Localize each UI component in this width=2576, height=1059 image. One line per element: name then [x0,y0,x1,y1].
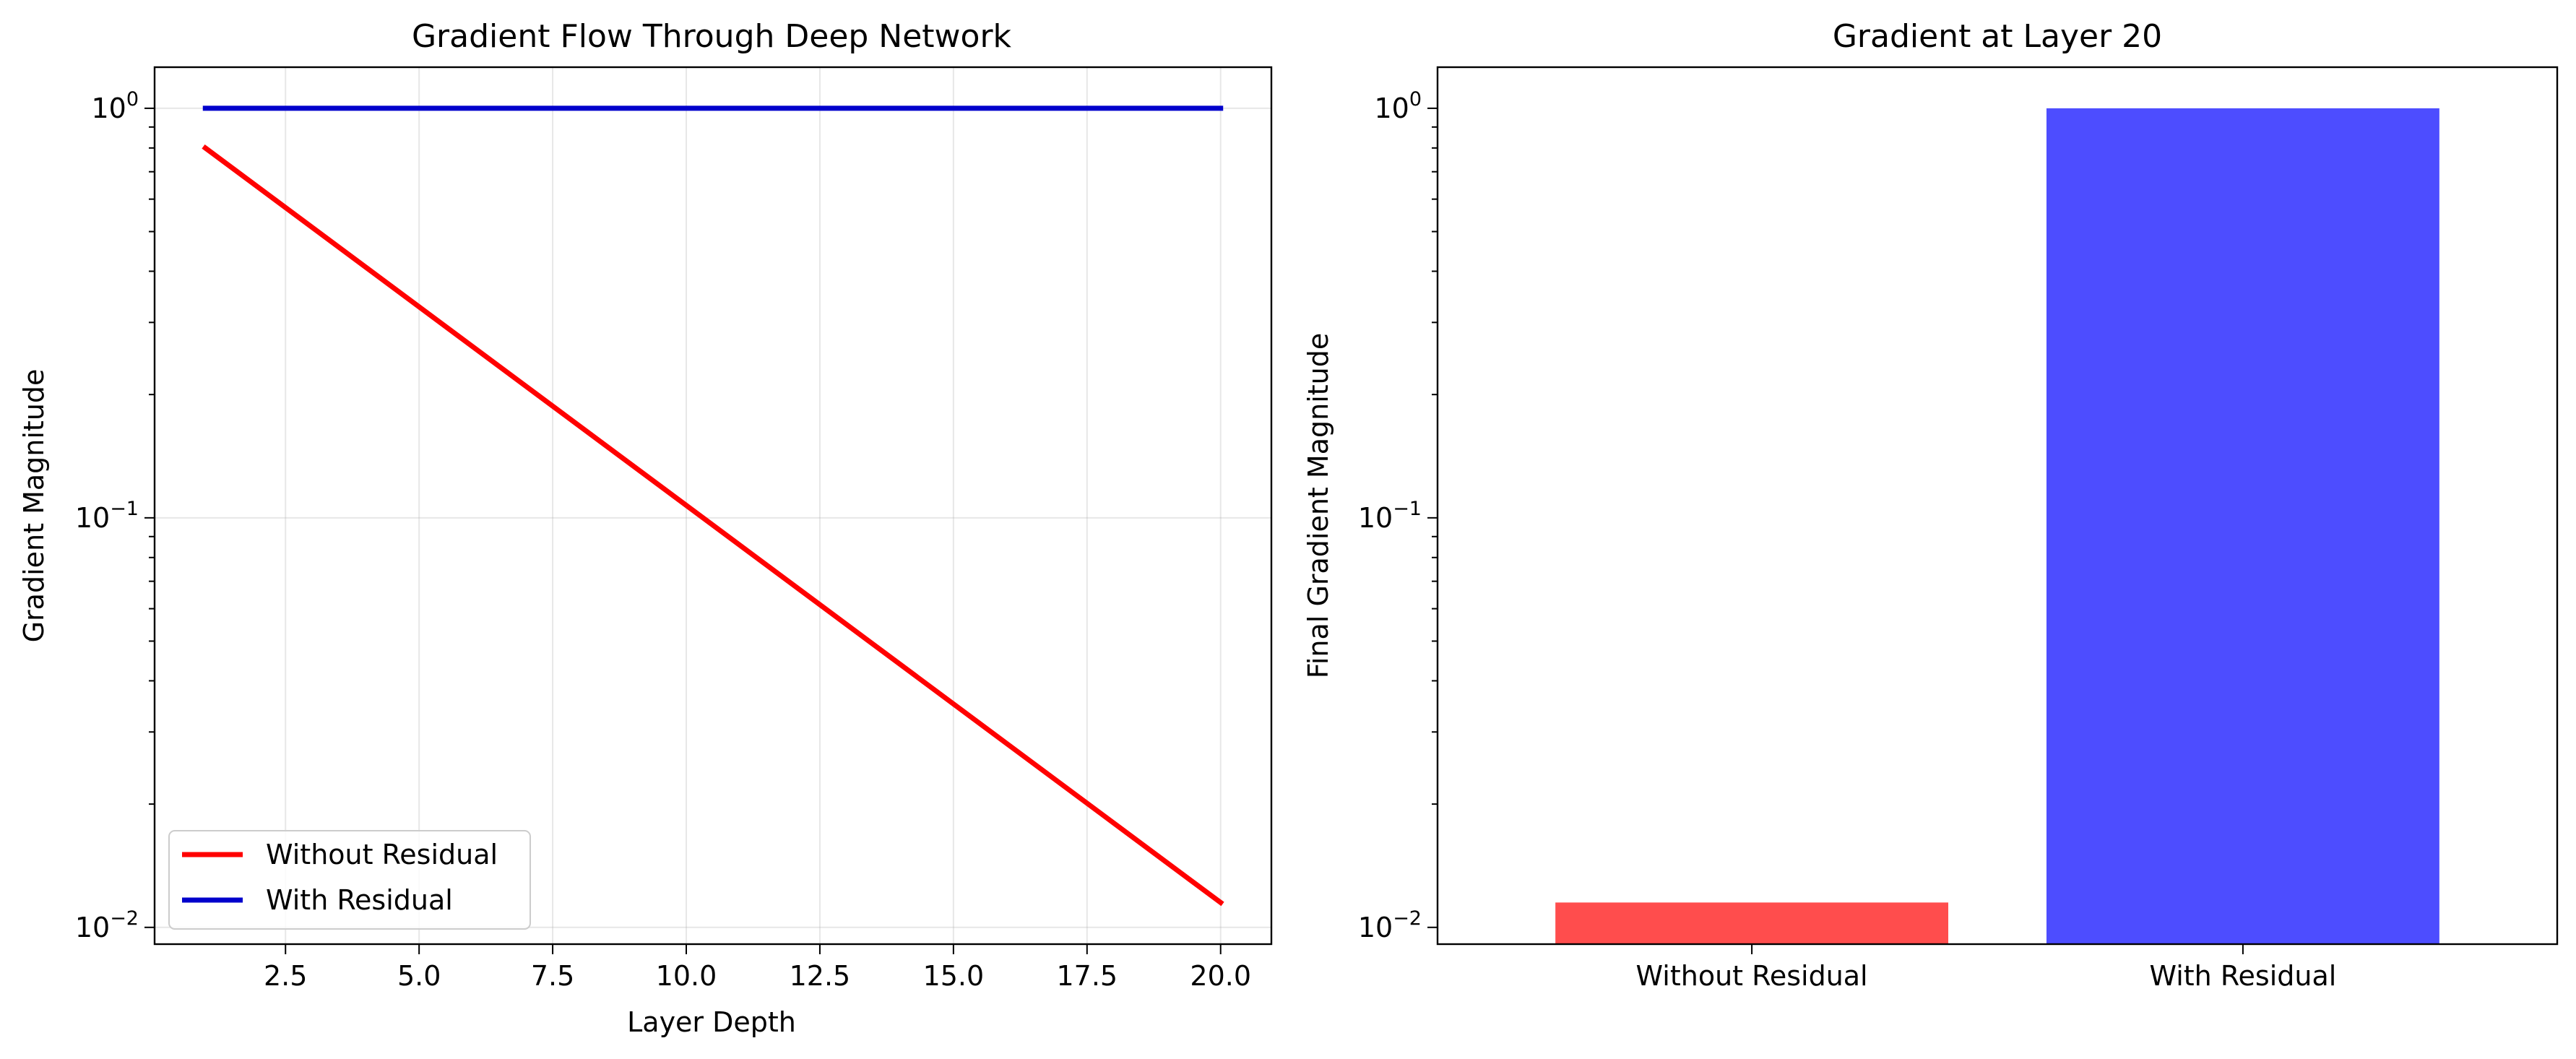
y-ticks: 10−2 10−1 100 [75,88,155,943]
plot-frame [1436,66,2559,946]
x-tick-label: 2.5 [264,960,307,992]
x-tick-label: 12.5 [790,960,851,992]
x-tick-label: 5.0 [397,960,441,992]
bar-chart-gradient-layer-20: Gradient at Layer 20 Without Residual Wit… [1302,18,2559,992]
x-tick-label: 17.5 [1056,960,1118,992]
y-axis-label: Gradient Magnitude [18,369,50,643]
x-axis-label: Layer Depth [627,1006,796,1038]
legend-label-without-residual: Without Residual [266,839,498,870]
x-tick-label: Without Residual [1636,960,1868,992]
chart-title: Gradient Flow Through Deep Network [412,18,1012,55]
y-tick-label: 100 [91,88,139,124]
y-tick-label: 10−1 [75,498,139,534]
legend: Without Residual With Residual [168,830,531,930]
y-ticks: 10−2 10−1 100 [1358,88,1438,943]
x-tick-label: 15.0 [923,960,985,992]
y-tick-label: 10−2 [1358,907,1422,943]
x-tick-label: 10.0 [656,960,717,992]
series-group [202,105,1224,907]
x-tick-label: With Residual [2149,960,2336,992]
chart-title: Gradient at Layer 20 [1833,18,2162,55]
legend-label-with-residual: With Residual [266,884,453,916]
x-tick-label: 7.5 [531,960,574,992]
legend-box [168,830,531,930]
x-ticks: Without Residual With Residual [1636,944,2336,992]
y-tick-label: 10−2 [75,907,139,943]
y-tick-label: 10−1 [1358,498,1422,534]
x-tick-label: 20.0 [1190,960,1251,992]
y-tick-label: 100 [1374,88,1422,124]
bar-without-residual [1555,902,1949,944]
y-axis-label: Final Gradient Magnitude [1302,333,1334,678]
bars-group [1555,108,2439,945]
series-line-without-residual [202,144,1224,907]
bar-with-residual [2046,108,2439,945]
x-ticks: 2.5 5.0 7.5 10.0 12.5 15.0 17.5 20.0 [264,944,1251,992]
plot-frame [153,66,1273,946]
line-chart-gradient-flow: Gradient Flow Through Deep Network 2.5 5.… [18,18,1273,1038]
